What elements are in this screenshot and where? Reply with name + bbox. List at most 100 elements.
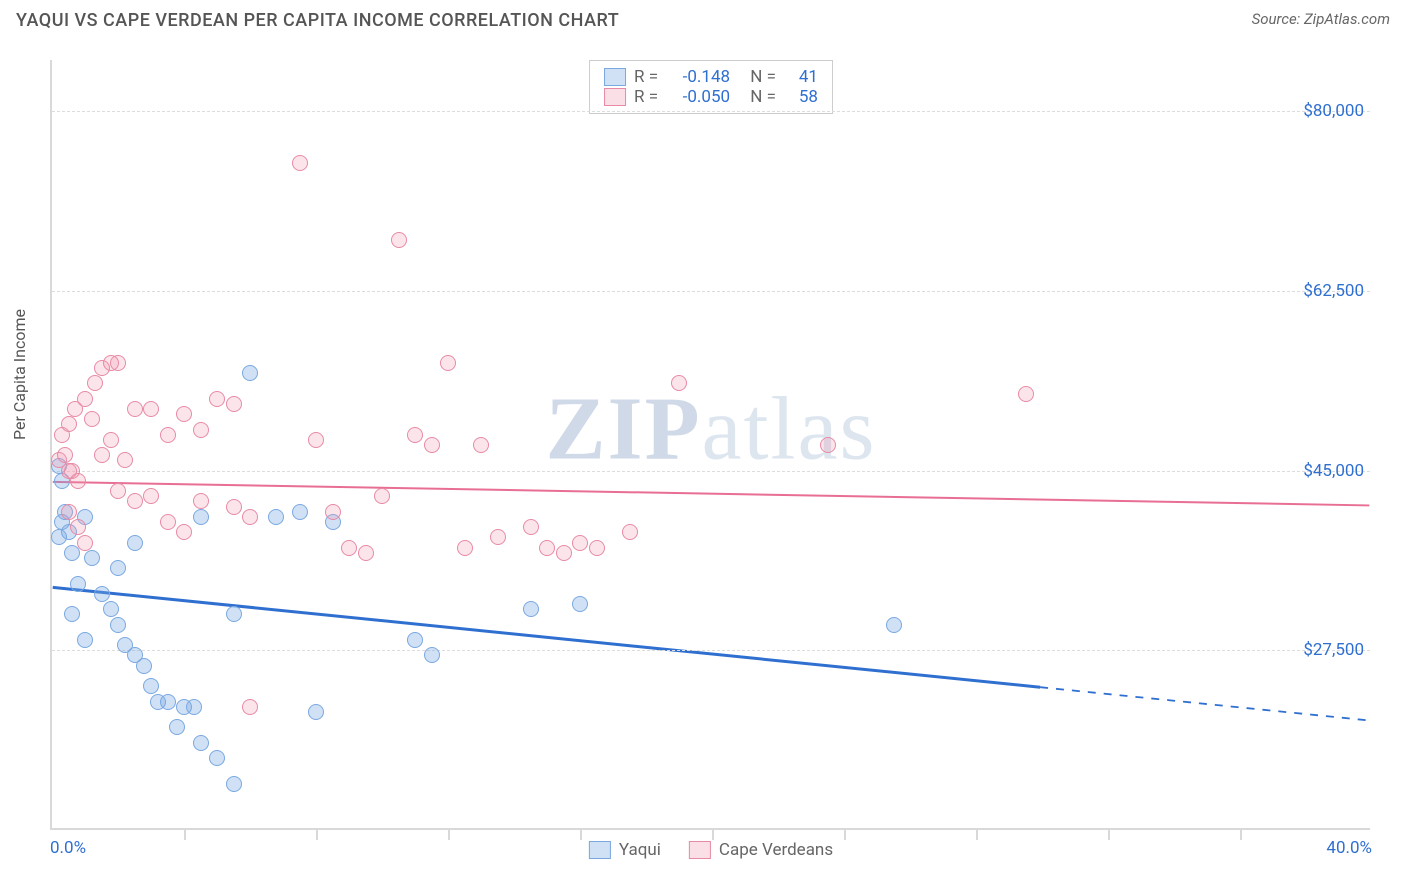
n-label: N = (750, 87, 776, 107)
data-point (94, 447, 110, 463)
data-point (556, 545, 572, 561)
watermark: ZIPatlas (546, 377, 877, 480)
n-value-yaqui: 41 (784, 67, 818, 87)
series-legend: Yaqui Cape Verdeans (589, 840, 833, 860)
trendline (53, 587, 1040, 687)
data-point (292, 504, 308, 520)
scatter-chart: ZIPatlas R = -0.148 N = 41 R = -0.050 N … (50, 60, 1370, 830)
data-point (160, 514, 176, 530)
data-point (160, 427, 176, 443)
data-point (77, 391, 93, 407)
data-point (193, 493, 209, 509)
data-point (84, 411, 100, 427)
data-point (77, 632, 93, 648)
data-point (84, 550, 100, 566)
data-point (209, 750, 225, 766)
data-point (186, 699, 202, 715)
x-tick (448, 828, 450, 840)
data-point (143, 488, 159, 504)
x-tick (844, 828, 846, 840)
data-point (103, 601, 119, 617)
data-point (110, 560, 126, 576)
legend-item-yaqui: Yaqui (589, 840, 661, 860)
x-tick (976, 828, 978, 840)
y-tick-label: $27,500 (1303, 640, 1364, 660)
data-point (64, 545, 80, 561)
data-point (143, 401, 159, 417)
data-point (209, 391, 225, 407)
data-point (242, 365, 258, 381)
data-point (193, 422, 209, 438)
gridline (52, 291, 1370, 292)
y-tick-label: $80,000 (1303, 101, 1364, 121)
data-point (61, 416, 77, 432)
x-tick (316, 828, 318, 840)
data-point (589, 540, 605, 556)
x-max-label: 40.0% (1326, 838, 1372, 858)
trendline (53, 482, 1370, 506)
correlation-legend: R = -0.148 N = 41 R = -0.050 N = 58 (589, 60, 833, 114)
data-point (473, 437, 489, 453)
y-tick-label: $45,000 (1303, 461, 1364, 481)
swatch-yaqui (604, 68, 626, 86)
r-value-capeverdean: -0.050 (666, 87, 730, 107)
data-point (358, 545, 374, 561)
data-point (136, 658, 152, 674)
data-point (160, 694, 176, 710)
r-value-yaqui: -0.148 (666, 67, 730, 87)
data-point (341, 540, 357, 556)
trendline-extrapolated (1040, 687, 1369, 720)
data-point (407, 632, 423, 648)
data-point (457, 540, 473, 556)
gridline (52, 650, 1370, 651)
data-point (308, 432, 324, 448)
data-point (440, 355, 456, 371)
data-point (268, 509, 284, 525)
data-point (176, 406, 192, 422)
x-tick (1108, 828, 1110, 840)
data-point (117, 452, 133, 468)
data-point (94, 586, 110, 602)
legend-row-yaqui: R = -0.148 N = 41 (604, 67, 818, 87)
data-point (193, 509, 209, 525)
data-point (77, 535, 93, 551)
n-label: N = (750, 67, 776, 87)
data-point (226, 499, 242, 515)
gridline (52, 111, 1370, 112)
chart-title: YAQUI VS CAPE VERDEAN PER CAPITA INCOME … (16, 10, 619, 31)
data-point (226, 776, 242, 792)
watermark-zip: ZIP (546, 379, 702, 478)
data-point (110, 483, 126, 499)
data-point (424, 647, 440, 663)
data-point (572, 596, 588, 612)
r-label: R = (634, 87, 658, 107)
data-point (523, 519, 539, 535)
data-point (407, 427, 423, 443)
gridline (52, 471, 1370, 472)
legend-row-capeverdean: R = -0.050 N = 58 (604, 87, 818, 107)
data-point (127, 493, 143, 509)
data-point (391, 232, 407, 248)
swatch-capeverdean-icon (689, 841, 711, 859)
data-point (820, 437, 836, 453)
data-point (1018, 386, 1034, 402)
data-point (886, 617, 902, 633)
data-point (308, 704, 324, 720)
data-point (523, 601, 539, 617)
data-point (671, 375, 687, 391)
x-min-label: 0.0% (50, 838, 86, 858)
data-point (127, 535, 143, 551)
legend-label-capeverdean: Cape Verdeans (719, 840, 833, 860)
data-point (110, 617, 126, 633)
watermark-atlas: atlas (702, 379, 877, 478)
x-tick (1240, 828, 1242, 840)
swatch-capeverdean (604, 88, 626, 106)
r-label: R = (634, 67, 658, 87)
data-point (539, 540, 555, 556)
x-tick (712, 828, 714, 840)
data-point (57, 447, 73, 463)
y-tick-label: $62,500 (1303, 281, 1364, 301)
data-point (572, 535, 588, 551)
data-point (169, 719, 185, 735)
data-point (61, 504, 77, 520)
